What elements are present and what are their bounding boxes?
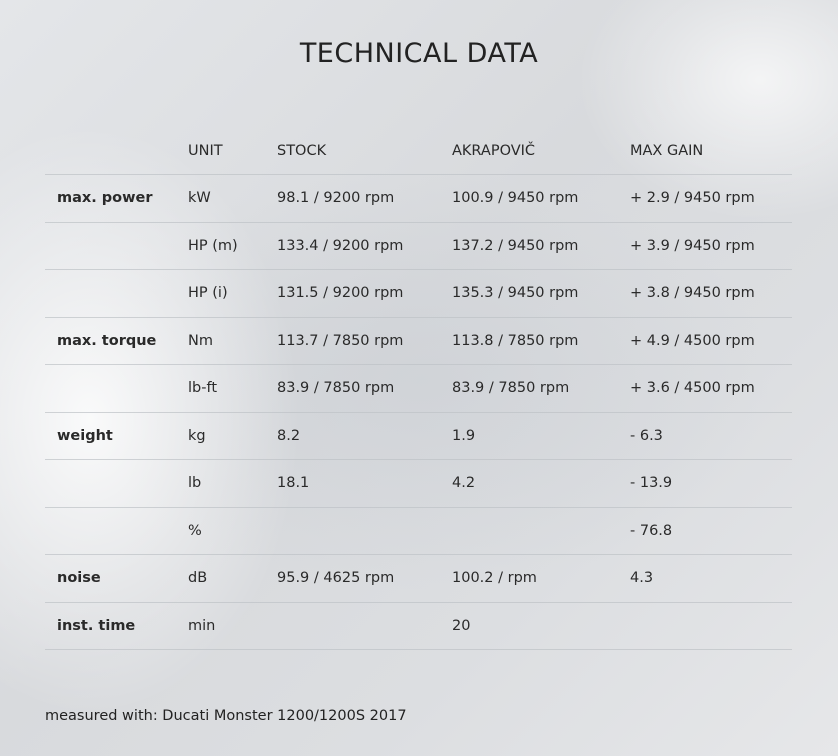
cell-akrapovic: 113.8 / 7850 rpm	[452, 332, 579, 349]
cell-max-gain: + 4.9 / 4500 rpm	[630, 332, 755, 349]
page-title: TECHNICAL DATA	[299, 38, 539, 69]
table-row: weight kg 8.2 1.9 - 6.3	[45, 413, 792, 460]
cell-unit: dB	[188, 570, 208, 587]
cell-stock: 95.9 / 4625 rpm	[277, 570, 395, 587]
cell-unit: Nm	[188, 332, 213, 349]
cell-unit: lb-ft	[188, 380, 217, 397]
cell-stock: 8.2	[277, 427, 301, 444]
cell-stock: 131.5 / 9200 rpm	[277, 285, 404, 302]
cell-category: max. power	[57, 190, 153, 207]
table-row: lb-ft 83.9 / 7850 rpm 83.9 / 7850 rpm + 3.6…	[45, 365, 792, 413]
cell-max-gain: - 6.3	[630, 427, 663, 444]
header-unit: UNIT	[188, 143, 223, 159]
cell-unit: kg	[188, 427, 206, 444]
table-row: HP (i) 131.5 / 9200 rpm 135.3 / 9450 rpm + …	[45, 270, 792, 318]
cell-category: noise	[57, 570, 101, 587]
cell-unit: %	[188, 522, 202, 539]
table-row: noise dB 95.9 / 4625 rpm 100.2 / rpm 4.3	[45, 555, 792, 603]
cell-max-gain: + 2.9 / 9450 rpm	[630, 190, 755, 207]
cell-max-gain: + 3.9 / 9450 rpm	[630, 237, 755, 254]
table-row: HP (m) 133.4 / 9200 rpm 137.2 / 9450 rpm + …	[45, 223, 792, 270]
cell-akrapovic: 135.3 / 9450 rpm	[452, 285, 579, 302]
table-row: inst. time min 20	[45, 603, 792, 650]
cell-max-gain: - 13.9	[630, 475, 673, 492]
table-row: % - 76.8	[45, 508, 792, 555]
cell-stock: 98.1 / 9200 rpm	[277, 190, 395, 207]
cell-akrapovic: 1.9	[452, 427, 476, 444]
table-row: lb 18.1 4.2 - 13.9	[45, 460, 792, 508]
cell-akrapovic: 100.2 / rpm	[452, 570, 537, 587]
cell-stock: 18.1	[277, 475, 310, 492]
table-row: max. power kW 98.1 / 9200 rpm 100.9 / 9450 …	[45, 175, 792, 223]
cell-category: max. torque	[57, 332, 157, 349]
footnote: measured with: Ducati Monster 1200/1200S…	[45, 708, 407, 724]
cell-unit: HP (m)	[188, 237, 238, 254]
table-header-row: UNIT STOCK AKRAPOVIČ MAX GAIN	[45, 128, 792, 175]
cell-unit: kW	[188, 190, 211, 207]
cell-unit: min	[188, 617, 216, 634]
cell-category: inst. time	[57, 617, 136, 634]
header-stock: STOCK	[277, 143, 327, 159]
cell-category: weight	[57, 427, 113, 444]
cell-akrapovic: 100.9 / 9450 rpm	[452, 190, 579, 207]
cell-max-gain: + 3.8 / 9450 rpm	[630, 285, 755, 302]
table-row: max. torque Nm 113.7 / 7850 rpm 113.8 / 785…	[45, 318, 792, 365]
cell-akrapovic: 137.2 / 9450 rpm	[452, 237, 579, 254]
cell-akrapovic: 20	[452, 617, 471, 634]
cell-unit: HP (i)	[188, 285, 228, 302]
cell-stock: 133.4 / 9200 rpm	[277, 237, 404, 254]
header-akrapovic: AKRAPOVIČ	[452, 143, 536, 159]
cell-akrapovic: 4.2	[452, 475, 476, 492]
header-max-gain: MAX GAIN	[630, 143, 704, 159]
cell-akrapovic: 83.9 / 7850 rpm	[452, 380, 570, 397]
cell-unit: lb	[188, 475, 202, 492]
cell-max-gain: - 76.8	[630, 522, 673, 539]
technical-data-table: UNIT STOCK AKRAPOVIČ MAX GAIN max. power kW 98…	[45, 128, 792, 650]
cell-stock: 113.7 / 7850 rpm	[277, 332, 404, 349]
cell-max-gain: 4.3	[630, 570, 654, 587]
cell-max-gain: + 3.6 / 4500 rpm	[630, 380, 755, 397]
cell-stock: 83.9 / 7850 rpm	[277, 380, 395, 397]
